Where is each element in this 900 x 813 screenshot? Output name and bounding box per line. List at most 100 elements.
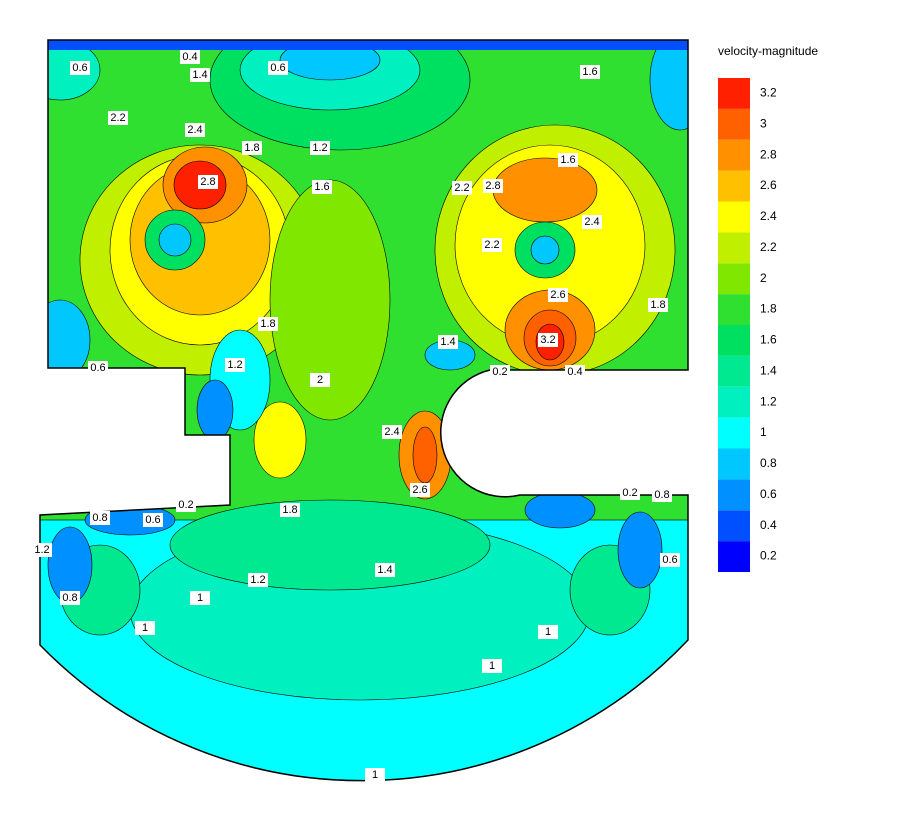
colorbar-label: 1.4	[760, 363, 777, 377]
contour-label: 0.6	[70, 61, 90, 75]
contour-label-bg	[580, 65, 600, 79]
colorbar-label: 3	[760, 116, 767, 130]
contour-label-text: 2.2	[454, 182, 469, 194]
contour-label-text: 0.6	[145, 514, 160, 526]
contour-label-bg	[382, 425, 402, 439]
contour-label-bg	[310, 373, 330, 387]
contour-label-bg	[90, 511, 110, 525]
contour-label-bg	[176, 498, 196, 512]
contour-label-bg	[248, 573, 268, 587]
contour-label-text: 2.2	[484, 239, 499, 251]
contour-label: 0.4	[180, 50, 200, 64]
contour-region	[253, 401, 307, 479]
contour-region	[40, 40, 101, 101]
contour-label: 0.2	[176, 498, 196, 512]
colorbar-swatch	[718, 78, 750, 109]
contour-label-bg	[365, 768, 385, 782]
contour-region	[492, 157, 598, 223]
contour-field	[40, 40, 688, 781]
contour-label-text: 0.6	[662, 554, 677, 566]
colorbar-swatch	[718, 294, 750, 325]
contour-label-bg	[312, 180, 332, 194]
contour-label-text: 0.2	[178, 499, 193, 511]
colorbar-label: 1.6	[760, 333, 777, 347]
contour-label-text: 0.8	[654, 489, 669, 501]
contour-label-bg	[660, 553, 680, 567]
contour-label-text: 2	[317, 374, 323, 386]
contour-label-bg	[620, 486, 640, 500]
contour-label: 2.6	[548, 288, 568, 302]
contour-label-bg	[310, 141, 330, 155]
contour-label-text: 0.8	[62, 592, 77, 604]
contour-label: 1.4	[190, 68, 210, 82]
contour-label-bg	[268, 61, 288, 75]
colorbar-label: 1	[760, 425, 767, 439]
contour-label-text: 0.2	[492, 366, 507, 378]
colorbar-label: 0.6	[760, 487, 777, 501]
contour-label-text: 1.2	[227, 359, 242, 371]
colorbar-label: 0.2	[760, 549, 777, 563]
contour-label: 1	[538, 625, 558, 639]
contour-label-bg	[88, 361, 108, 375]
contour-label-bg	[582, 215, 602, 229]
contour-label-text: 1.8	[282, 504, 297, 516]
contour-region	[524, 491, 596, 529]
contour-label: 0.8	[90, 511, 110, 525]
colorbar-swatch	[718, 386, 750, 418]
contour-label: 2.2	[452, 181, 472, 195]
colorbar-label: 0.8	[760, 456, 777, 470]
contour-label-bg	[258, 317, 278, 331]
colorbar-swatch	[718, 201, 750, 233]
contour-label-text: 2.4	[384, 426, 399, 438]
contour-label: 1.8	[258, 317, 278, 331]
colorbar-label: 2.8	[760, 147, 777, 161]
colorbar-swatch	[718, 541, 750, 572]
contour-label-bg	[32, 543, 52, 557]
contour-label-text: 0.4	[182, 51, 197, 63]
colorbar-label: 2.2	[760, 240, 777, 254]
contour-label-text: 1	[545, 626, 551, 638]
contour-label: 2.8	[483, 179, 503, 193]
contour-label-text: 0.8	[92, 512, 107, 524]
contour-label-bg	[190, 591, 210, 605]
contour-label-text: 2.4	[584, 216, 599, 228]
contour-label-bg	[190, 68, 210, 82]
colorbar-swatch	[718, 510, 750, 542]
colorbar-swatch	[718, 139, 750, 171]
contour-label: 0.8	[60, 591, 80, 605]
contour-label-text: 3.2	[540, 334, 555, 346]
contour-label: 1.2	[225, 358, 245, 372]
contour-label-text: 1	[142, 622, 148, 634]
contour-label-text: 1.4	[377, 564, 392, 576]
contour-label-text: 1	[489, 660, 495, 672]
contour-label-text: 2.6	[412, 484, 427, 496]
contour-label-text: 1.6	[582, 66, 597, 78]
colorbar-swatch	[718, 232, 750, 264]
contour-region	[158, 223, 192, 257]
contour-label-text: 2.8	[485, 180, 500, 192]
contour-label: 1.2	[248, 573, 268, 587]
contour-label: 0.6	[268, 61, 288, 75]
contour-label-bg	[225, 358, 245, 372]
contour-label-bg	[410, 483, 430, 497]
contour-label-bg	[375, 563, 395, 577]
contour-label: 1	[482, 659, 502, 673]
contour-label: 1.8	[648, 298, 668, 312]
contour-label: 2.4	[185, 123, 205, 137]
contour-label-bg	[538, 333, 558, 347]
contour-region	[169, 499, 491, 591]
contour-label: 0.2	[490, 365, 510, 379]
contour-label: 2	[310, 373, 330, 387]
contour-label-text: 1.4	[440, 336, 455, 348]
contour-label-text: 0.6	[90, 362, 105, 374]
contour-label: 1	[190, 591, 210, 605]
colorbar-label: 1.2	[760, 394, 777, 408]
contour-label-bg	[185, 123, 205, 137]
contour-label-bg	[198, 175, 218, 189]
contour-label-bg	[490, 365, 510, 379]
contour-region	[530, 235, 560, 265]
contour-region	[196, 379, 234, 441]
contour-label-text: 2.8	[200, 176, 215, 188]
colorbar-swatch	[718, 355, 750, 387]
